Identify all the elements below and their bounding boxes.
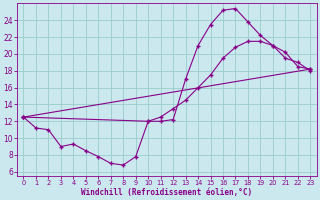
X-axis label: Windchill (Refroidissement éolien,°C): Windchill (Refroidissement éolien,°C) [81, 188, 252, 197]
